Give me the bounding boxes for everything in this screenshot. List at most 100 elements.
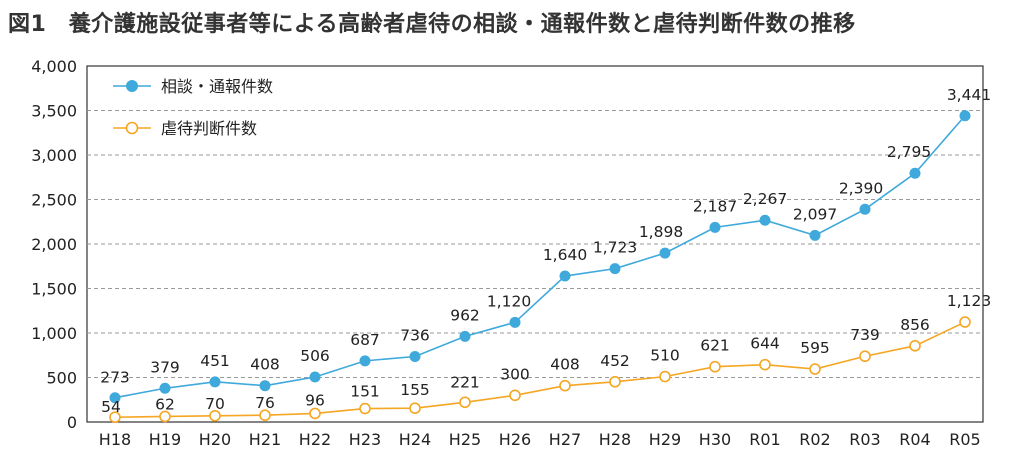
- y-tick-label: 3,000: [31, 146, 77, 165]
- data-label: 644: [750, 335, 780, 353]
- legend-label: 虐待判断件数: [161, 119, 257, 138]
- data-label: 621: [700, 337, 730, 355]
- data-point: [259, 380, 271, 392]
- data-label: 736: [400, 326, 430, 344]
- data-label: 2,390: [839, 179, 883, 197]
- x-tick-label: H20: [199, 430, 231, 449]
- x-tick-label: R03: [849, 430, 880, 449]
- data-label: 595: [800, 339, 830, 357]
- data-point: [609, 375, 621, 388]
- data-label: 506: [300, 347, 330, 365]
- data-point: [759, 358, 771, 371]
- data-point: [859, 350, 871, 363]
- y-tick-label: 500: [46, 369, 77, 388]
- data-label: 3,441: [947, 86, 991, 104]
- data-point: [959, 110, 971, 122]
- y-tick-label: 2,500: [31, 191, 77, 210]
- data-label: 687: [350, 331, 380, 349]
- y-tick-label: 4,000: [31, 57, 77, 76]
- data-label: 962: [450, 306, 480, 324]
- x-tick-label: H22: [299, 430, 331, 449]
- x-tick-label: R04: [899, 430, 930, 449]
- data-label: 452: [600, 352, 630, 370]
- data-point: [309, 371, 321, 383]
- x-tick-label: H30: [699, 430, 731, 449]
- data-label: 2,187: [693, 197, 737, 215]
- legend-swatch-marker: [125, 121, 139, 135]
- data-label: 2,795: [887, 143, 931, 161]
- data-label: 96: [305, 391, 325, 409]
- data-point: [609, 263, 621, 275]
- data-label: 1,123: [947, 292, 991, 310]
- data-point: [659, 370, 671, 383]
- data-point: [959, 316, 971, 328]
- data-label: 451: [200, 352, 230, 370]
- data-point: [509, 316, 521, 328]
- y-tick-label: 0: [67, 413, 77, 432]
- series-line-1: [114, 115, 966, 399]
- y-tick-label: 3,500: [31, 102, 77, 121]
- data-point: [509, 389, 521, 402]
- x-tick-label: H19: [149, 430, 181, 449]
- y-tick-label: 2,000: [31, 235, 77, 254]
- data-point: [259, 409, 271, 422]
- x-tick-label: H25: [449, 430, 481, 449]
- data-label: 273: [100, 369, 130, 387]
- data-label: 2,097: [793, 205, 837, 223]
- data-point: [109, 411, 121, 423]
- data-label: 54: [101, 398, 121, 416]
- data-point: [859, 203, 871, 215]
- data-point: [559, 379, 571, 392]
- x-tick-label: H26: [499, 430, 531, 449]
- data-label: 1,723: [593, 239, 637, 257]
- data-label: 510: [650, 347, 680, 365]
- data-point: [459, 330, 471, 342]
- data-label: 1,120: [487, 292, 531, 310]
- data-point: [359, 402, 371, 415]
- data-label: 379: [150, 358, 180, 376]
- x-tick-label: R05: [949, 430, 980, 449]
- x-tick-label: H18: [99, 430, 131, 449]
- data-label: 2,267: [743, 190, 787, 208]
- y-tick-label: 1,000: [31, 324, 77, 343]
- data-label: 70: [205, 395, 225, 413]
- x-tick-label: R02: [799, 430, 830, 449]
- data-point: [159, 382, 171, 394]
- data-label: 1,640: [543, 246, 587, 264]
- data-point: [709, 360, 721, 373]
- chart-title: 図1 養介護施設従事者等による高齢者虐待の相談・通報件数と虐待判断件数の推移: [8, 12, 856, 37]
- data-label: 155: [400, 381, 430, 399]
- data-point: [109, 392, 121, 404]
- data-point: [409, 402, 421, 415]
- data-point: [909, 167, 921, 179]
- data-point: [759, 214, 771, 226]
- data-point: [809, 363, 821, 375]
- data-label: 62: [155, 395, 175, 413]
- data-label: 1,898: [639, 223, 683, 241]
- y-tick-label: 1,500: [31, 280, 77, 299]
- data-label: 151: [350, 383, 380, 401]
- data-label: 221: [450, 373, 480, 391]
- data-point: [409, 350, 421, 362]
- data-label: 739: [850, 326, 880, 344]
- data-label: 408: [550, 356, 580, 374]
- legend-swatch-marker: [126, 80, 138, 92]
- data-label: 408: [250, 356, 280, 374]
- x-tick-label: H27: [549, 430, 581, 449]
- x-tick-label: H28: [599, 430, 631, 449]
- data-point: [309, 407, 321, 420]
- data-point: [359, 355, 371, 367]
- data-label: 856: [900, 316, 930, 334]
- legend-label: 相談・通報件数: [161, 77, 273, 96]
- x-tick-label: H29: [649, 430, 681, 449]
- data-point: [459, 396, 471, 409]
- data-point: [809, 229, 821, 241]
- data-point: [159, 410, 171, 423]
- data-point: [709, 221, 721, 233]
- data-point: [559, 270, 571, 282]
- series-line-2: [114, 321, 966, 418]
- data-label: 300: [500, 365, 530, 383]
- x-tick-label: R01: [749, 430, 780, 449]
